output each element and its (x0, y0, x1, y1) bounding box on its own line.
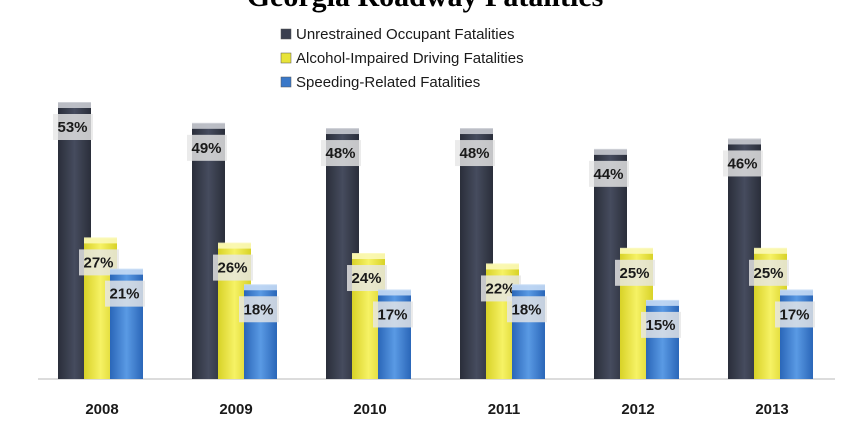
data-label-bg-alcohol-2012 (615, 259, 655, 286)
bar-cap-alcohol-2012 (620, 247, 653, 254)
data-label-speeding-2010: 17% (377, 306, 407, 323)
x-tick-labels: 2008 2009 2010 2011 2012 2013 (85, 401, 788, 418)
data-label-bg-speeding-2009 (239, 296, 279, 323)
bar-cap-speeding-2009 (244, 284, 277, 291)
data-label-bg-speeding-2011 (507, 296, 547, 323)
data-label-unrestrained-2011: 48% (459, 145, 489, 162)
bar-cap-alcohol-2011 (486, 263, 519, 270)
bar-cap-alcohol-2010 (352, 253, 385, 260)
data-label-bg-speeding-2013 (775, 301, 815, 328)
data-label-unrestrained-2013: 46% (727, 155, 757, 172)
data-label-alcohol-2010: 24% (351, 270, 381, 287)
data-label-bg-unrestrained-2010 (321, 140, 361, 167)
data-label-bg-unrestrained-2011 (455, 140, 495, 167)
data-label-bg-unrestrained-2009 (187, 134, 227, 161)
bar-cap-unrestrained-2013 (728, 138, 761, 145)
bar-cap-unrestrained-2012 (594, 148, 627, 155)
bar-cap-speeding-2008 (110, 268, 143, 275)
x-tick-2008: 2008 (85, 401, 118, 418)
legend: Unrestrained Occupant Fatalities Alcohol-… (280, 26, 524, 91)
data-label-unrestrained-2012: 44% (593, 166, 623, 183)
data-label-unrestrained-2010: 48% (325, 145, 355, 162)
x-tick-2010: 2010 (353, 401, 386, 418)
data-label-alcohol-2008: 27% (83, 254, 113, 271)
bar-cap-alcohol-2009 (218, 242, 251, 249)
data-label-speeding-2011: 18% (511, 301, 541, 318)
legend-label-alcohol: Alcohol-Impaired Driving Fatalities (296, 50, 524, 67)
data-label-bg-speeding-2012 (641, 311, 681, 338)
legend-swatch-speeding (280, 76, 292, 88)
data-label-bg-unrestrained-2008 (53, 114, 93, 140)
chart-title: Georgia Roadway Fatalities (247, 0, 604, 13)
bar-cap-unrestrained-2011 (460, 128, 493, 135)
legend-label-speeding: Speeding-Related Fatalities (296, 74, 480, 91)
bar-cap-speeding-2010 (378, 289, 411, 296)
data-label-bg-alcohol-2010 (347, 265, 387, 292)
data-label-bg-speeding-2008 (105, 280, 145, 307)
data-label-alcohol-2011: 22% (485, 280, 515, 297)
data-label-alcohol-2009: 26% (217, 260, 247, 277)
x-tick-2012: 2012 (621, 401, 654, 418)
data-label-bg-unrestrained-2012 (589, 160, 629, 187)
bar-cap-unrestrained-2009 (192, 122, 225, 129)
data-label-speeding-2012: 15% (645, 317, 675, 334)
bar-cap-unrestrained-2008 (58, 102, 91, 108)
data-label-alcohol-2013: 25% (753, 265, 783, 282)
bar-cap-alcohol-2013 (754, 247, 787, 254)
data-label-bg-unrestrained-2013 (723, 150, 763, 177)
x-tick-2013: 2013 (755, 401, 788, 418)
bar-cap-speeding-2011 (512, 284, 545, 291)
data-label-bg-speeding-2010 (373, 301, 413, 328)
data-label-alcohol-2012: 25% (619, 265, 649, 282)
legend-swatch-alcohol (280, 52, 292, 64)
legend-swatch-unrestrained (280, 28, 292, 40)
data-label-bg-alcohol-2009 (213, 254, 253, 281)
x-tick-2011: 2011 (488, 401, 521, 418)
data-label-unrestrained-2009: 49% (191, 140, 221, 157)
legend-label-unrestrained: Unrestrained Occupant Fatalities (296, 26, 514, 43)
bars-group: 53% 27% 21% 49% 26% 18% 48% 24% 17% 48% 22% 18% 44% 2… (53, 102, 815, 379)
data-label-speeding-2013: 17% (779, 306, 809, 323)
x-tick-2009: 2009 (219, 401, 252, 418)
data-label-speeding-2008: 21% (109, 286, 139, 303)
bar-cap-speeding-2013 (780, 289, 813, 296)
data-label-unrestrained-2008: 53% (57, 119, 87, 136)
bar-cap-alcohol-2008 (84, 237, 117, 244)
data-label-bg-alcohol-2013 (749, 259, 789, 286)
bar-cap-unrestrained-2010 (326, 128, 359, 135)
data-label-speeding-2009: 18% (243, 301, 273, 318)
bar-cap-speeding-2012 (646, 299, 679, 306)
